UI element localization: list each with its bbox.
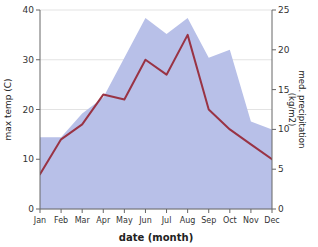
y2-tick-label: 0 [278, 204, 284, 214]
x-tick [272, 209, 273, 213]
y-tick [36, 10, 40, 11]
x-tick [61, 209, 62, 213]
x-axis-label: date (month) [119, 232, 193, 243]
y2-tick [272, 129, 276, 130]
x-tick [166, 209, 167, 213]
precipitation-area [40, 18, 272, 209]
x-tick [103, 209, 104, 213]
y-tick [36, 159, 40, 160]
y2-axis-label-line: med. precipitation [297, 71, 307, 149]
right-axis [272, 10, 273, 209]
x-tick [145, 209, 146, 213]
y-tick-label: 10 [23, 154, 35, 164]
y2-tick-label: 5 [278, 164, 284, 174]
y2-axis-label: med. precipitation(kg/m2) [287, 71, 307, 149]
x-tick-label: Feb [54, 216, 68, 225]
x-tick [40, 209, 41, 213]
x-tick-label: Sep [201, 216, 216, 225]
y-tick-label: 40 [23, 5, 35, 15]
x-tick-label: Oct [223, 216, 237, 225]
y2-axis-label-line: (kg/m2) [287, 93, 297, 127]
x-tick [229, 209, 230, 213]
chart: 0102030400510152025JanFebMarAprMayJunJul… [0, 0, 318, 247]
x-tick [250, 209, 251, 213]
x-tick [124, 209, 125, 213]
y2-tick [272, 169, 276, 170]
grid-line [40, 209, 272, 210]
grid-line [40, 10, 272, 11]
x-axis [40, 209, 272, 210]
x-tick-label: Aug [180, 216, 196, 225]
x-tick-label: Dec [264, 216, 279, 225]
y-tick [36, 209, 40, 210]
x-tick [208, 209, 209, 213]
y2-tick-label: 25 [278, 5, 289, 15]
y2-tick [272, 49, 276, 50]
temperature-line [40, 35, 272, 174]
y-axis-label: max temp (C) [3, 78, 13, 140]
y-tick [36, 59, 40, 60]
x-tick-label: Jul [161, 216, 172, 225]
y-tick [36, 109, 40, 110]
y-tick-label: 20 [23, 105, 35, 115]
x-tick [82, 209, 83, 213]
x-tick-label: Nov [243, 216, 259, 225]
x-tick [187, 209, 188, 213]
y2-tick [272, 89, 276, 90]
y2-tick-label: 20 [278, 45, 290, 55]
y-tick-label: 30 [23, 55, 35, 65]
x-tick-label: Jun [138, 216, 152, 225]
y2-tick [272, 209, 276, 210]
plot-area [40, 18, 272, 209]
y2-tick [272, 10, 276, 11]
x-tick-label: Mar [75, 216, 91, 225]
x-tick-label: Apr [96, 216, 111, 225]
x-tick-label: Jan [33, 216, 46, 225]
x-tick-label: May [116, 216, 133, 225]
y-tick-label: 0 [28, 204, 34, 214]
